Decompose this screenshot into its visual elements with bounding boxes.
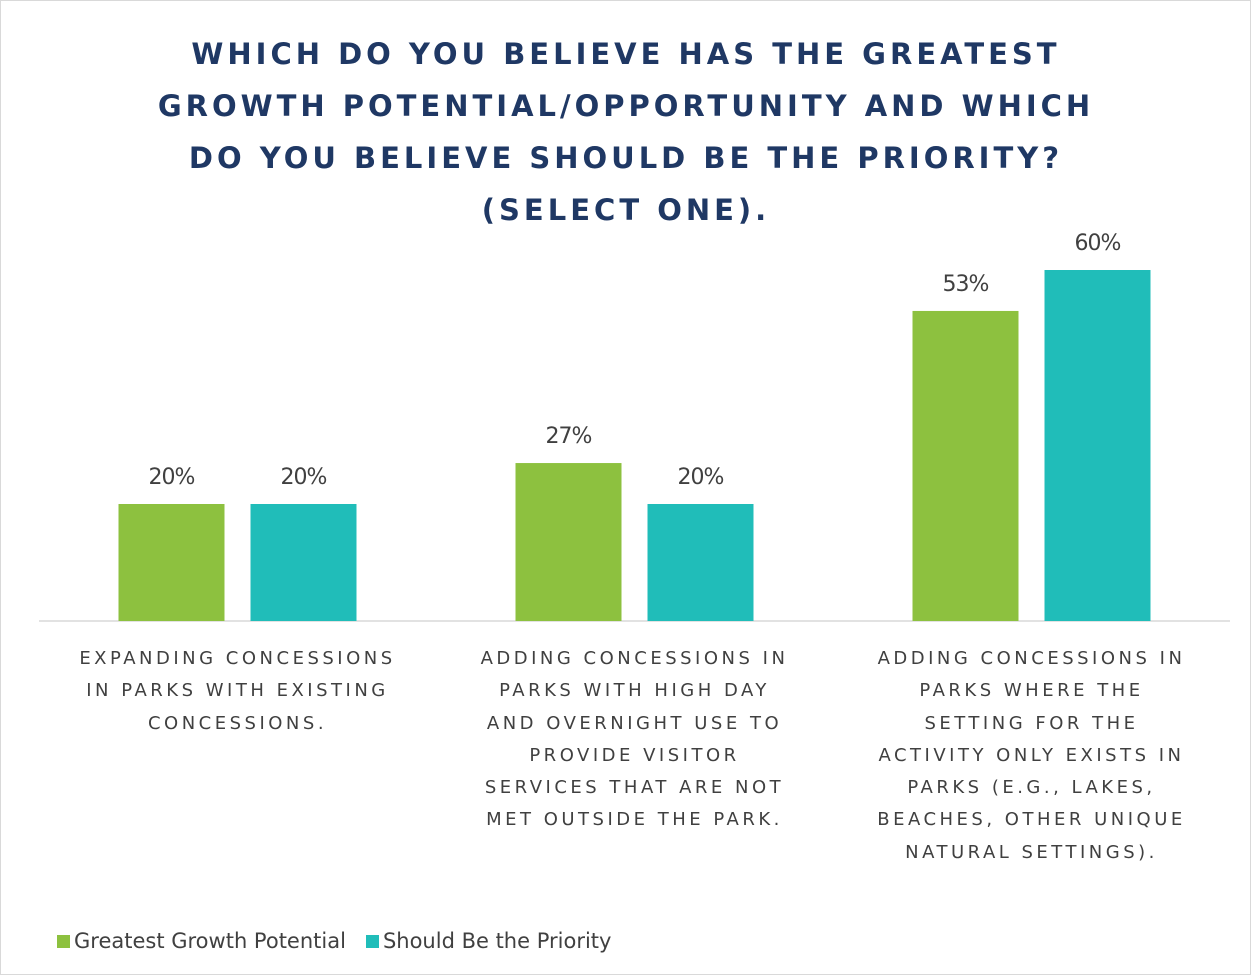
bar xyxy=(250,504,357,621)
x-tick-label: ADDING CONCESSIONS IN PARKS WITH HIGH DA… xyxy=(480,648,789,831)
legend-swatch xyxy=(57,934,70,948)
data-label: 20% xyxy=(678,465,724,490)
data-label: 60% xyxy=(1075,231,1121,256)
legend: Greatest Growth Potential Should Be the P… xyxy=(57,929,631,953)
bar xyxy=(118,504,225,621)
bar xyxy=(1044,270,1151,621)
legend-item: Should Be the Priority xyxy=(365,929,612,953)
bar xyxy=(647,504,754,621)
legend-item: Greatest Growth Potential xyxy=(57,929,346,953)
legend-swatch xyxy=(365,934,379,948)
data-label: 27% xyxy=(546,424,592,449)
x-tick-label: EXPANDING CONCESSIONS IN PARKS WITH EXIS… xyxy=(79,648,396,734)
bar xyxy=(515,463,622,621)
data-label: 53% xyxy=(943,272,989,297)
bar xyxy=(912,310,1019,621)
data-label: 20% xyxy=(281,465,327,490)
data-label: 20% xyxy=(149,465,195,490)
legend-label: Should Be the Priority xyxy=(382,929,612,953)
legend-label: Greatest Growth Potential xyxy=(74,929,346,953)
x-tick-label: ADDING CONCESSIONS IN PARKS WHERE THE SE… xyxy=(877,648,1186,863)
chart-title: WHICH DO YOU BELIEVE HAS THE GREATEST GR… xyxy=(157,37,1095,227)
